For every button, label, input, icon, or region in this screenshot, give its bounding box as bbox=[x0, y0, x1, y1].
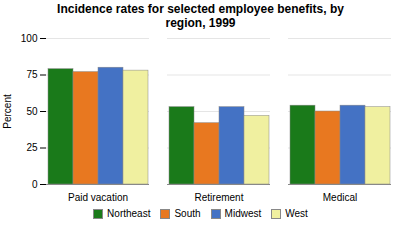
svg-text:50: 50 bbox=[26, 106, 38, 117]
html-text:South: South bbox=[174, 208, 201, 219]
html-text:Midwest: Midwest bbox=[224, 208, 262, 219]
html-text:Northeast: Northeast bbox=[107, 208, 151, 219]
svg-text:75: 75 bbox=[26, 69, 38, 80]
svg-text:Paid vacation: Paid vacation bbox=[68, 192, 128, 203]
svg-text:25: 25 bbox=[26, 142, 38, 153]
svg-text:0: 0 bbox=[32, 179, 38, 190]
svg-text:Medical: Medical bbox=[323, 192, 357, 203]
svg-text:100: 100 bbox=[21, 33, 38, 44]
svg-text:Retirement: Retirement bbox=[195, 192, 244, 203]
html-text:Incidence rates for selected e: Incidence rates for selected employee be… bbox=[57, 2, 344, 30]
html-text:West: West bbox=[285, 208, 308, 219]
svg-text:Percent: Percent bbox=[2, 94, 13, 129]
